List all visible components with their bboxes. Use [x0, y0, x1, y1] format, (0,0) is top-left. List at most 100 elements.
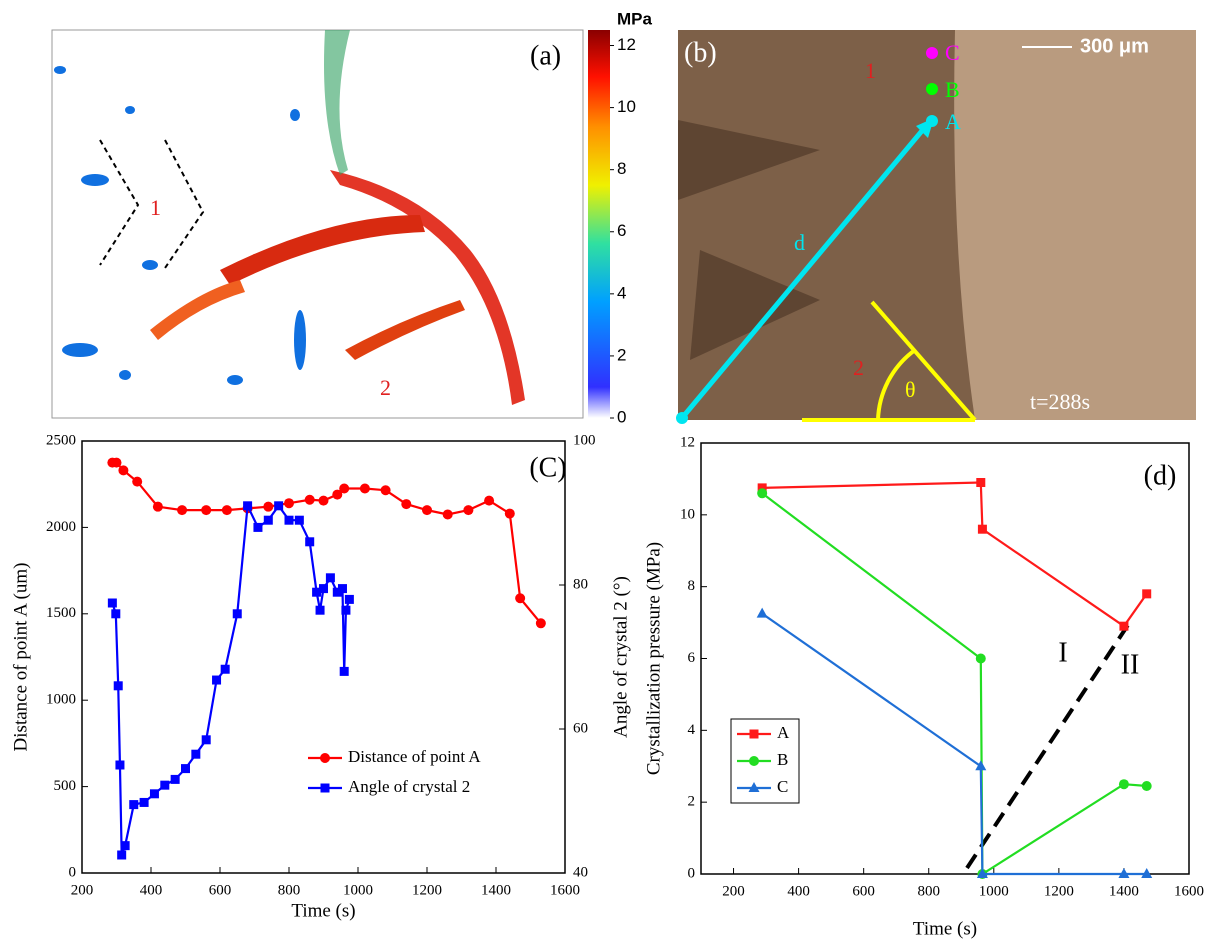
legend-label: B — [777, 750, 788, 769]
x-tick-label: 200 — [722, 883, 745, 899]
marker — [339, 483, 350, 494]
marker — [975, 653, 986, 664]
series-line — [761, 492, 1147, 876]
y-tick-label: 1000 — [46, 692, 76, 708]
panel-label: (a) — [530, 40, 561, 71]
marker — [344, 594, 354, 604]
y-axis-title: Distance of point A (um) — [10, 563, 31, 752]
texture — [678, 120, 820, 360]
x-tick-label: 1000 — [343, 882, 373, 898]
y2-tick-label: 40 — [573, 864, 588, 880]
marker — [139, 797, 149, 807]
legend-label: Angle of crystal 2 — [348, 777, 470, 796]
marker — [422, 505, 432, 516]
outline — [164, 139, 205, 269]
marker — [115, 760, 125, 770]
marker — [221, 505, 232, 516]
marker — [304, 494, 315, 505]
point-c — [926, 47, 938, 59]
marker — [757, 488, 768, 499]
legend-label: Distance of point A — [348, 747, 481, 766]
marker — [191, 749, 201, 759]
plot-frame — [700, 442, 1190, 875]
y-tick-label: 0 — [69, 864, 77, 880]
annotation: 2 — [853, 355, 864, 380]
stress-band — [345, 300, 465, 360]
annotation: II — [1121, 649, 1140, 680]
marker — [263, 515, 273, 525]
marker — [111, 609, 121, 619]
marker — [149, 789, 159, 799]
series-line — [762, 481, 1148, 628]
colorbar-tick-label: 2 — [617, 345, 626, 364]
marker — [118, 465, 129, 476]
x-tick-label: 400 — [787, 883, 810, 899]
x-tick-label: 400 — [140, 882, 163, 898]
marker — [263, 501, 274, 512]
marker — [339, 666, 349, 676]
x-tick-label: 1600 — [1174, 883, 1204, 899]
x-tick-label: 1400 — [481, 882, 511, 898]
marker — [1141, 868, 1153, 878]
colorbar-tick-label: 8 — [617, 159, 626, 178]
x-tick-label: 1400 — [1109, 883, 1139, 899]
marker — [152, 501, 163, 512]
annotation: I — [1058, 637, 1067, 668]
marker — [463, 505, 474, 516]
marker — [1142, 589, 1152, 599]
marker — [359, 483, 370, 494]
marker — [332, 489, 343, 500]
marker — [977, 524, 987, 534]
marker — [748, 782, 760, 792]
marker — [294, 515, 304, 525]
marker — [170, 774, 180, 784]
marker — [320, 783, 330, 793]
marker — [117, 850, 127, 860]
annotation: 1 — [865, 58, 876, 83]
marker — [325, 573, 335, 583]
colorbar-tick-label: 4 — [617, 283, 626, 302]
series-line — [112, 461, 542, 625]
marker — [320, 753, 330, 763]
marker — [337, 584, 347, 594]
blobs — [54, 66, 306, 385]
plot-frame — [81, 440, 566, 874]
marker — [976, 868, 988, 878]
scale-bar-label: 300 μm — [1080, 35, 1149, 57]
point-label: A — [945, 109, 961, 134]
marker — [1141, 781, 1152, 792]
marker — [305, 537, 315, 547]
marker — [484, 495, 495, 506]
y2-tick-label: 80 — [573, 576, 588, 592]
marker — [401, 499, 412, 510]
marker — [312, 587, 322, 597]
y-tick-label: 4 — [688, 722, 696, 738]
marker — [113, 681, 123, 691]
marker — [442, 509, 453, 520]
annotation: 2 — [380, 375, 391, 400]
marker — [1118, 868, 1130, 878]
marker — [274, 501, 284, 511]
point — [676, 412, 688, 424]
y2-tick-label: 100 — [573, 432, 596, 448]
panel-label: (d) — [1144, 460, 1177, 491]
point-label: C — [945, 40, 960, 65]
marker — [253, 522, 263, 532]
marker — [160, 780, 170, 790]
y-tick-label: 2500 — [46, 432, 76, 448]
y-tick-label: 8 — [688, 578, 696, 594]
annotation: 1 — [150, 195, 161, 220]
marker — [220, 664, 230, 674]
arrow-d — [680, 124, 928, 420]
annotation: θ — [905, 377, 916, 402]
marker — [107, 598, 117, 608]
marker — [177, 505, 188, 516]
colorbar-tick-label: 10 — [617, 97, 636, 116]
panel-b: 300 μm (b) C B A 1 2 d θ t=288s — [676, 30, 1196, 424]
y-axis-title: Crystallization pressure (MPa) — [643, 542, 664, 775]
marker — [757, 483, 767, 493]
point-label: B — [945, 77, 960, 102]
marker — [132, 476, 143, 487]
marker — [319, 584, 328, 594]
y-tick-label: 1500 — [46, 605, 76, 621]
